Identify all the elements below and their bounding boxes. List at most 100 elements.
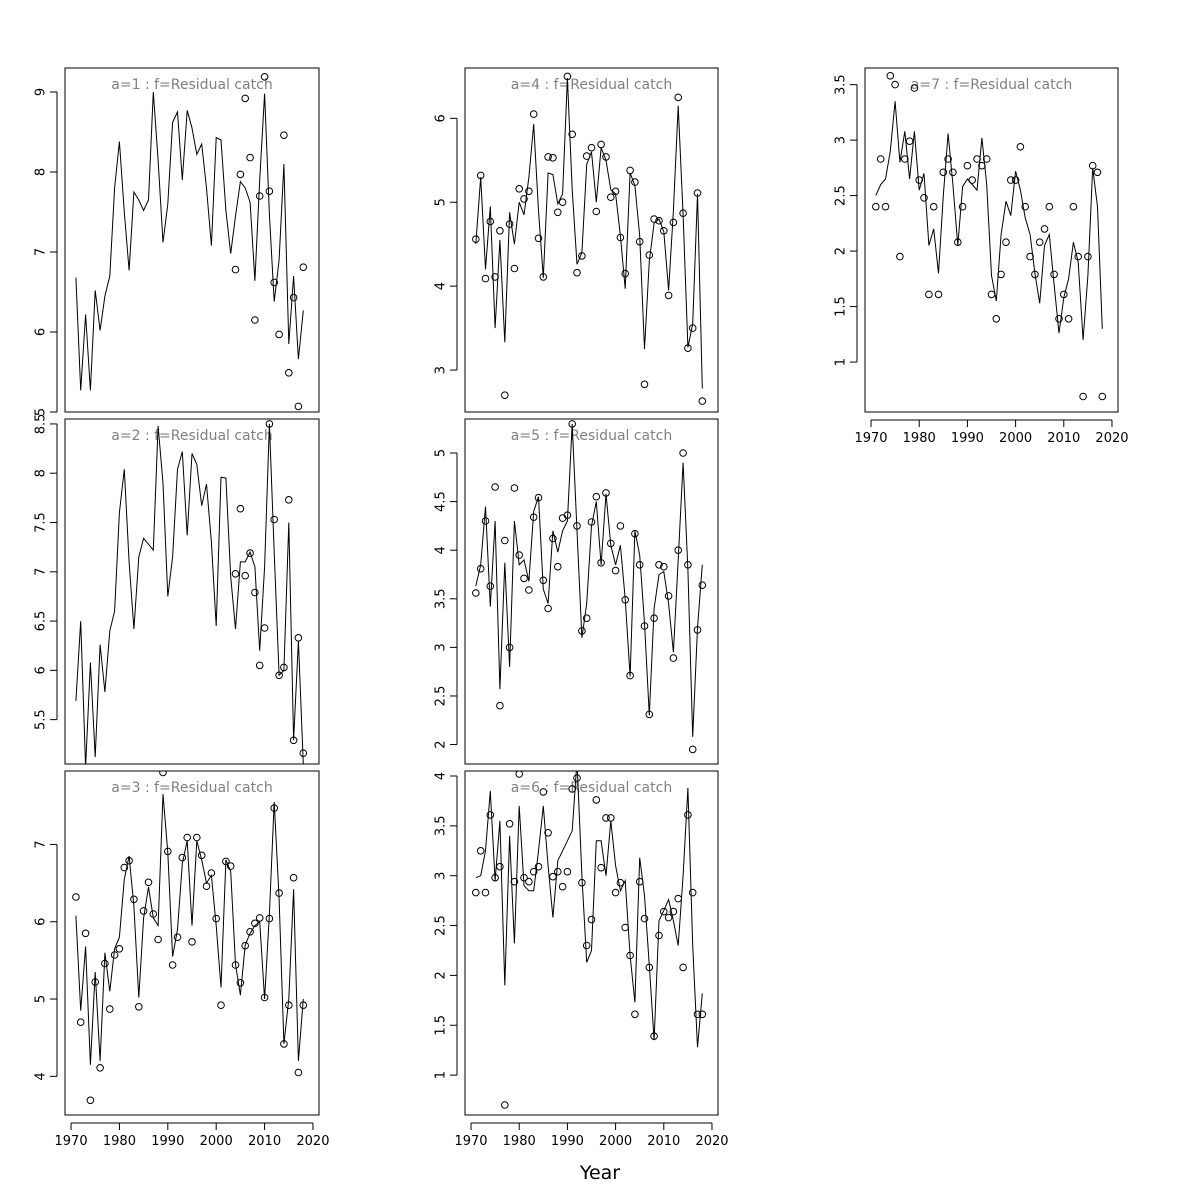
observed-point [602, 814, 610, 822]
observed-point [1002, 238, 1010, 246]
observed-point [101, 959, 109, 968]
observed-point [1045, 202, 1054, 211]
observed-point [1060, 290, 1068, 299]
y-tick-label: 7 [34, 248, 49, 256]
observed-point [144, 878, 153, 887]
x-tick-label: 1980 [103, 1134, 136, 1149]
y-tick-label: 7.5 [34, 512, 49, 533]
y-tick-label: 5 [434, 198, 449, 206]
observed-point [255, 192, 264, 200]
x-tick-label: 2020 [1095, 431, 1128, 446]
observed-point [241, 571, 249, 580]
observed-point [640, 914, 649, 923]
observed-point [925, 290, 933, 299]
observed-point [476, 847, 485, 855]
observed-point [1055, 315, 1063, 323]
observed-point [130, 895, 138, 904]
observed-point [251, 316, 259, 324]
observed-point [592, 492, 601, 501]
y-tick-label: 1.5 [434, 1015, 449, 1036]
observed-point [289, 736, 298, 745]
observed-point [260, 624, 269, 632]
observed-point [693, 1010, 702, 1019]
observed-point [616, 233, 625, 242]
observed-point [231, 961, 240, 969]
observed-point [939, 168, 948, 177]
observed-point [616, 522, 625, 530]
observed-point [664, 592, 673, 600]
observed-point [481, 274, 490, 283]
observed-point [650, 1032, 658, 1040]
observed-point [640, 622, 649, 630]
observed-point [549, 872, 557, 881]
observed-point [568, 420, 577, 428]
observed-point [621, 269, 630, 278]
y-tick-label: 4 [434, 772, 449, 780]
observed-point [1040, 225, 1049, 233]
observed-point [1088, 161, 1097, 170]
observed-point [72, 893, 80, 901]
y-tick-label: 5 [434, 449, 449, 457]
observed-point [246, 928, 254, 936]
observed-point [688, 888, 697, 897]
observed-point [698, 1010, 707, 1019]
observed-point [650, 215, 658, 223]
observed-point [1069, 202, 1078, 211]
observed-point [929, 202, 938, 211]
observed-point [582, 941, 591, 950]
x-tick-label: 2000 [599, 1134, 632, 1149]
observed-point [944, 155, 952, 163]
observed-point [688, 745, 697, 754]
observed-point [280, 131, 288, 139]
observed-point [154, 935, 162, 944]
observed-point [611, 566, 620, 575]
fitted-line [75, 423, 304, 764]
observed-point [688, 324, 697, 332]
data-layer [872, 72, 1107, 401]
observed-point [486, 582, 495, 591]
y-tick-label: 6 [34, 328, 49, 336]
observed-point [558, 198, 567, 206]
y-tick-label: 2 [834, 247, 849, 255]
observed-point [1016, 143, 1025, 151]
observed-point [954, 238, 962, 246]
y-tick-label: 3.5 [834, 74, 849, 95]
observed-point [510, 264, 519, 273]
observed-point [81, 929, 90, 938]
observed-point [505, 820, 514, 828]
observed-point [525, 877, 533, 886]
observed-point [289, 293, 298, 302]
observed-point [554, 208, 562, 217]
observed-point [684, 811, 692, 819]
x-tick-label: 1990 [951, 431, 984, 446]
plot-frame [464, 770, 719, 1116]
observed-point [1064, 315, 1073, 323]
observed-point [1026, 252, 1034, 261]
y-tick-label: 7 [34, 840, 49, 848]
observed-point [96, 1064, 104, 1072]
observed-point [607, 193, 615, 201]
observed-point [684, 344, 692, 353]
observed-point [896, 252, 904, 261]
observed-point [592, 207, 601, 216]
y-tick-label: 4 [34, 1072, 49, 1080]
fitted-line [75, 91, 304, 391]
observed-point [626, 166, 634, 175]
y-tick-label: 1.5 [834, 296, 849, 317]
observed-point [1011, 176, 1020, 184]
observed-point [481, 888, 490, 897]
observed-point [655, 216, 663, 225]
observed-point [635, 237, 644, 246]
observed-point [626, 951, 634, 960]
observed-point [997, 270, 1005, 279]
observed-point [501, 391, 509, 400]
observed-point [669, 654, 678, 662]
observed-point [1079, 392, 1087, 401]
fitted-line [875, 101, 1103, 340]
x-tick-label: 2000 [200, 1134, 233, 1149]
fitted-line [475, 771, 703, 1048]
observed-point [539, 788, 548, 796]
observed-point [901, 155, 909, 163]
x-tick-label: 1970 [454, 1134, 487, 1149]
observed-point [236, 504, 245, 513]
